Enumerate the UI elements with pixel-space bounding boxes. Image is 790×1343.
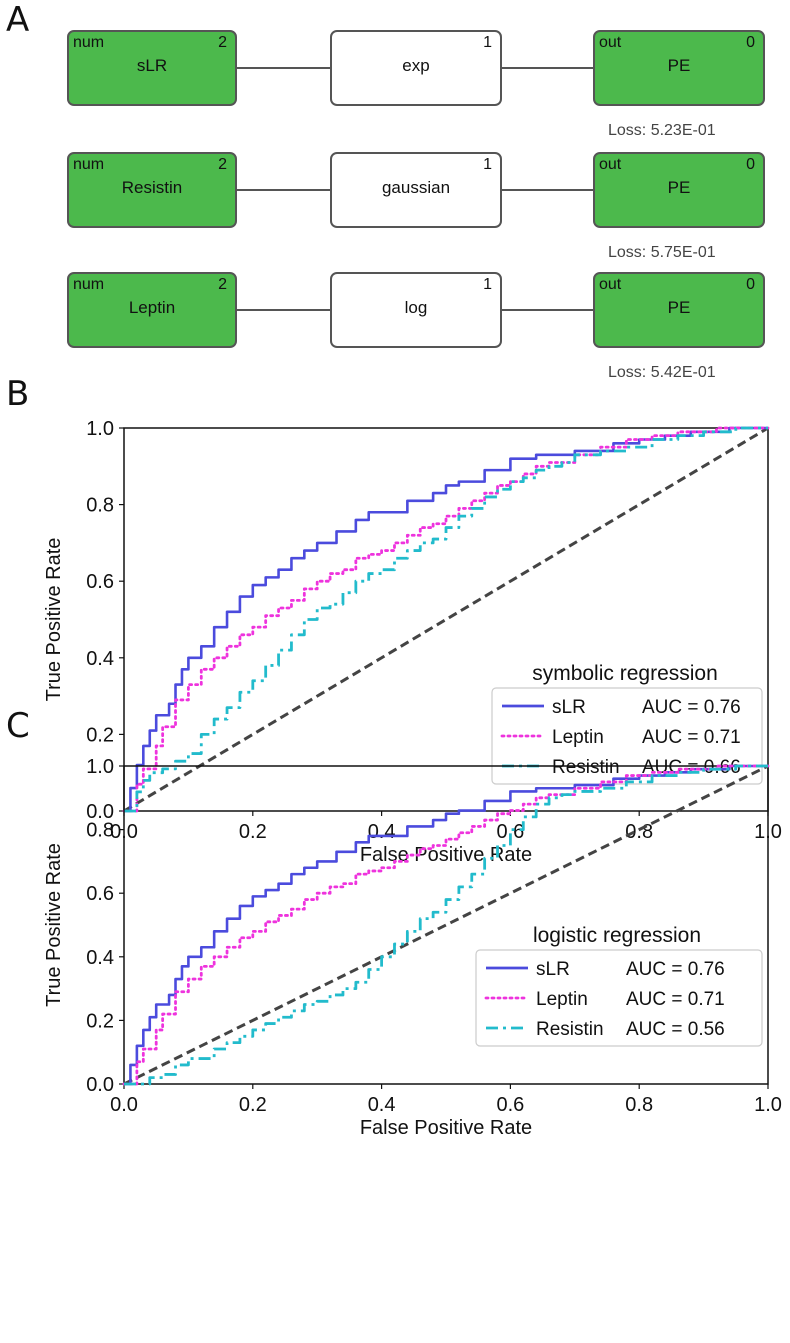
node-index-label: 1 — [483, 276, 492, 293]
plot-frame — [123, 427, 769, 812]
function-node: 1 exp — [330, 30, 502, 106]
graph-edge — [237, 309, 330, 311]
node-name-label: PE — [667, 178, 691, 197]
function-node: 1 log — [330, 272, 502, 348]
node-index-label: 2 — [218, 156, 227, 173]
input-node: num 2 Resistin — [67, 152, 237, 228]
chance-diagonal-line — [123, 764, 769, 1086]
node-index-label: 0 — [746, 276, 755, 293]
x-axis-label: False Positive Rate — [360, 1117, 532, 1139]
node-name-label: sLR — [136, 56, 168, 75]
y-axis-label: True Positive Rate — [43, 843, 65, 1007]
roc-chart-logistic: 0.0 0.2 0.4 0.6 0.8 1.0 0.0 0.2 0.4 0.6 0.8 1.0 Fals… — [43, 756, 782, 1139]
node-type-label: num — [73, 156, 105, 173]
node-type-label: out — [599, 34, 622, 51]
node-type-label: num — [73, 34, 105, 51]
graph-edge — [502, 189, 593, 191]
x-tick-label: 0.2 — [239, 821, 267, 843]
node-index-label: 2 — [218, 276, 227, 293]
roc-curve-leptin — [122, 426, 770, 813]
x-axis-label: False Positive Rate — [360, 844, 532, 866]
x-tick-label: 0.6 — [496, 821, 524, 843]
node-index-label: 2 — [218, 34, 227, 51]
roc-curve-leptin — [122, 764, 770, 1086]
x-tick-label: 0.0 — [110, 1094, 138, 1116]
legend-label: Leptin — [536, 989, 588, 1010]
function-name-label: log — [404, 298, 428, 317]
x-tick-label: 0.2 — [239, 1094, 267, 1116]
loss-label: Loss: 5.23E-01 — [608, 122, 716, 139]
loss-label: Loss: 5.42E-01 — [608, 364, 716, 381]
legend-auc: AUC = 0.76 — [642, 697, 741, 718]
legend-box — [475, 949, 763, 1047]
y-tick-label: 0.4 — [86, 947, 114, 969]
roc-curve-resistin — [124, 426, 768, 813]
node-type-label: out — [599, 276, 622, 293]
y-axis-label: True Positive Rate — [43, 538, 65, 702]
y-tick-label: 0.0 — [86, 1074, 114, 1096]
x-tick-label: 0.8 — [625, 1094, 653, 1116]
y-tick-label: 1.0 — [86, 756, 114, 778]
legend-label: sLR — [552, 697, 586, 718]
legend-title: symbolic regression — [532, 662, 718, 685]
node-type-label: num — [73, 276, 105, 293]
y-tick-label: 0.6 — [86, 883, 114, 905]
y-tick-label: 0.8 — [86, 495, 114, 517]
output-node: out 0 PE — [593, 272, 765, 348]
panel-label-b: B — [6, 374, 30, 414]
legend-label: Leptin — [552, 727, 604, 748]
node-index-label: 1 — [483, 156, 492, 173]
y-tick-label: 0.2 — [86, 1010, 114, 1032]
graph-edge — [502, 67, 593, 69]
chance-diagonal-line — [123, 426, 769, 813]
x-tick-label: 0.4 — [368, 1094, 396, 1116]
node-index-label: 0 — [746, 34, 755, 51]
legend-auc: AUC = 0.56 — [626, 1019, 725, 1040]
legend-label: sLR — [536, 959, 570, 980]
input-node: num 2 Leptin — [67, 272, 237, 348]
roc-chart-symbolic: 0.0 0.2 0.4 0.6 0.8 1.00.00.20.40.60.81.0Fals… — [43, 418, 782, 866]
input-node: num 2 sLR — [67, 30, 237, 106]
x-tick-label: 0.4 — [368, 821, 396, 843]
output-node: out 0 PE — [593, 30, 765, 106]
loss-label: Loss: 5.75E-01 — [608, 244, 716, 261]
node-type-label: out — [599, 156, 622, 173]
y-tick-label: 0.0 — [86, 801, 114, 823]
y-tick-label: 0.4 — [86, 648, 114, 670]
node-name-label: PE — [667, 298, 691, 317]
node-name-label: Resistin — [121, 178, 183, 197]
plot-frame — [123, 765, 769, 1085]
output-node: out 0 PE — [593, 152, 765, 228]
legend-auc: AUC = 0.76 — [626, 959, 725, 980]
node-index-label: 1 — [483, 34, 492, 51]
y-tick-label: 0.6 — [86, 571, 114, 593]
function-name-label: gaussian — [381, 178, 451, 197]
legend-label: Resistin — [536, 1019, 604, 1040]
graph-edge — [237, 67, 330, 69]
graph-edge — [502, 309, 593, 311]
y-tick-label: 0.8 — [86, 820, 114, 842]
y-tick-label: 0.2 — [86, 724, 114, 746]
function-node: 1 gaussian — [330, 152, 502, 228]
x-tick-label: 1.0 — [754, 1094, 782, 1116]
function-name-label: exp — [402, 56, 430, 75]
node-name-label: Leptin — [128, 298, 176, 317]
legend-auc: AUC = 0.71 — [626, 989, 725, 1010]
legend-label: Resistin — [552, 757, 620, 778]
node-name-label: PE — [667, 56, 691, 75]
y-tick-label: 1.0 — [86, 418, 114, 440]
x-tick-label: 0.6 — [496, 1094, 524, 1116]
roc-curve-resistin — [124, 764, 768, 1086]
panel-label-c: C — [6, 706, 30, 746]
legend-auc: AUC = 0.71 — [642, 727, 741, 748]
node-index-label: 0 — [746, 156, 755, 173]
legend-title: logistic regression — [533, 924, 701, 947]
graph-edge — [237, 189, 330, 191]
panel-label-a: A — [6, 0, 30, 40]
